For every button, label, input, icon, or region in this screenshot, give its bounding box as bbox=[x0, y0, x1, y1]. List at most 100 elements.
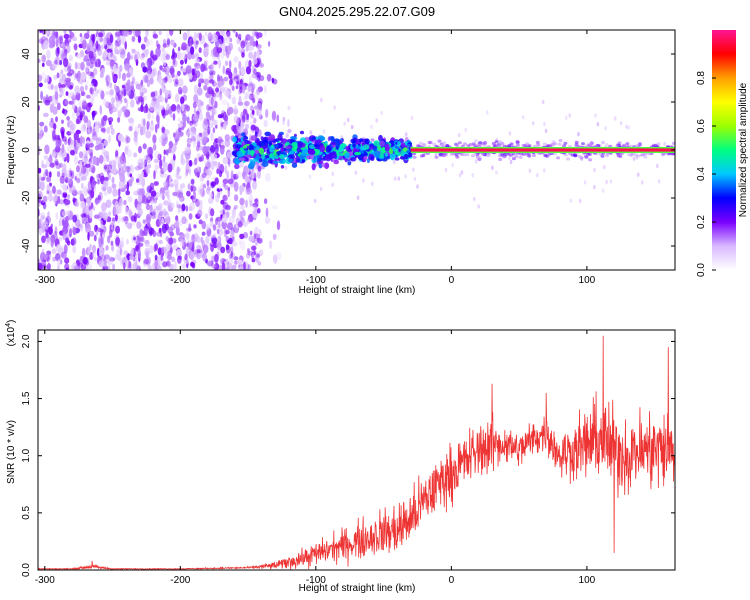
spectrogram-noise-cell bbox=[38, 175, 43, 180]
spectrogram-onset-cell bbox=[264, 131, 272, 137]
spectrogram-noise-cell bbox=[287, 119, 290, 128]
spectrogram-noise-cell bbox=[159, 159, 163, 170]
spectrogram-noise-cell bbox=[166, 38, 170, 46]
spectrogram-noise-cell bbox=[231, 85, 235, 91]
spectrogram-noise-cell bbox=[41, 164, 48, 169]
spectrogram-noise-cell bbox=[227, 178, 234, 185]
spectrogram-noise-cell bbox=[229, 78, 233, 86]
spectrogram-noise-cell bbox=[177, 86, 183, 95]
spectrogram-noise-cell bbox=[152, 230, 157, 238]
spectrogram-noise-cell bbox=[271, 77, 275, 84]
spectrogram-noise-cell bbox=[239, 185, 245, 193]
spectrogram-sparse-cell bbox=[434, 152, 438, 157]
spectrogram-noise-cell bbox=[238, 46, 242, 53]
spectrogram-noise-cell bbox=[234, 104, 238, 110]
spectrogram-sparse-cell bbox=[464, 127, 468, 132]
spectrogram-noise-cell bbox=[46, 30, 50, 37]
spectrogram-noise-cell bbox=[80, 200, 86, 210]
spectrogram-noise-cell bbox=[138, 193, 143, 203]
spectrogram-noise-cell bbox=[87, 102, 93, 108]
spectrogram-noise-cell bbox=[265, 108, 269, 118]
spectrogram-noise-cell bbox=[215, 216, 222, 222]
spectrogram-sparse-cell bbox=[594, 113, 597, 118]
spectrogram-halo-cell bbox=[661, 153, 665, 157]
spectrogram-onset-cell bbox=[273, 160, 279, 164]
spectrogram-noise-cell bbox=[188, 223, 192, 232]
spectrogram-noise-cell bbox=[119, 247, 123, 256]
spectrogram-noise-cell bbox=[167, 198, 171, 206]
spectrogram-noise-cell bbox=[201, 172, 207, 179]
spectrogram-noise-cell bbox=[40, 90, 43, 101]
spectrogram-noise-cell bbox=[156, 218, 160, 228]
spectrogram-noise-cell bbox=[152, 143, 157, 151]
spectrogram-noise-cell bbox=[127, 169, 131, 174]
spectrogram-noise-cell bbox=[46, 263, 51, 270]
spectrogram-noise-cell bbox=[248, 59, 252, 68]
spectrogram-noise-cell bbox=[111, 97, 116, 104]
spectrogram-noise-cell bbox=[64, 38, 69, 47]
spectrogram-noise-cell bbox=[162, 43, 167, 48]
spectrogram-noise-cell bbox=[156, 231, 162, 237]
spectrogram-noise-cell bbox=[221, 262, 226, 270]
spectrogram-noise-cell bbox=[43, 125, 48, 133]
spectrogram-noise-cell bbox=[192, 101, 197, 109]
spectrogram-noise-cell bbox=[211, 237, 218, 244]
spectrogram-noise-cell bbox=[124, 223, 128, 228]
spectrogram-noise-cell bbox=[126, 51, 131, 62]
spectrogram-halo-cell bbox=[513, 154, 518, 158]
spectrogram-noise-cell bbox=[248, 235, 254, 242]
spectrogram-noise-cell bbox=[150, 198, 154, 205]
spectrogram-noise-cell bbox=[123, 262, 126, 270]
spectrogram-noise-cell bbox=[52, 256, 57, 262]
spectrogram-noise-cell bbox=[105, 91, 110, 96]
colorbar-tick-label: 0.2 bbox=[696, 215, 707, 229]
spectrogram-noise-cell bbox=[68, 228, 73, 238]
spectrogram-noise-cell bbox=[163, 129, 170, 136]
spectrogram-noise-cell bbox=[163, 185, 169, 191]
spectrogram-noise-cell bbox=[109, 221, 116, 226]
spectrogram-noise-cell bbox=[210, 181, 216, 187]
spectrogram-noise-cell bbox=[195, 40, 199, 45]
spectrogram-noise-cell bbox=[125, 190, 130, 196]
x-tick-label: -300 bbox=[35, 275, 55, 286]
spectrogram-noise-cell bbox=[236, 121, 239, 132]
spectrogram-noise-cell bbox=[233, 173, 239, 180]
spectrogram-noise-cell bbox=[53, 75, 58, 80]
spectrogram-onset-cell bbox=[279, 154, 285, 160]
spectrogram-noise-cell bbox=[154, 164, 159, 171]
spectrogram-noise-cell bbox=[207, 126, 211, 135]
spectrogram-noise-cell bbox=[161, 223, 167, 234]
spectrogram-noise-cell bbox=[253, 117, 257, 124]
spectrogram-noise-cell bbox=[92, 33, 96, 44]
spectrogram-noise-cell bbox=[49, 162, 55, 168]
spectrogram-noise-cell bbox=[63, 244, 68, 254]
spectrogram-noise-cell bbox=[45, 237, 50, 245]
spectrogram-halo-cell bbox=[547, 144, 552, 148]
spectrogram-noise-cell bbox=[133, 130, 138, 138]
spectrogram-sparse-cell bbox=[531, 121, 535, 126]
spectrogram-noise-cell bbox=[142, 143, 147, 150]
spectrogram-noise-cell bbox=[125, 259, 129, 269]
spectrogram-noise-cell bbox=[185, 232, 190, 240]
spectrogram-noise-cell bbox=[171, 256, 176, 263]
spectrogram-onset-cell bbox=[331, 137, 335, 143]
spectrogram-onset-cell bbox=[388, 148, 394, 155]
spectrogram-noise-cell bbox=[41, 30, 47, 35]
spectrogram-noise-cell bbox=[205, 235, 210, 245]
spectrogram-sparse-cell bbox=[404, 132, 408, 137]
spectrogram-halo-cell bbox=[566, 157, 571, 161]
spectrogram-noise-cell bbox=[137, 248, 141, 259]
spectrogram-halo-cell bbox=[604, 143, 609, 147]
spectrogram-halo-cell bbox=[498, 140, 503, 144]
spectrogram-noise-cell bbox=[225, 244, 230, 251]
spectrogram-halo-cell bbox=[518, 155, 523, 159]
spectrogram-onset-cell bbox=[364, 138, 370, 145]
spectrogram-noise-cell bbox=[137, 35, 142, 44]
spectrogram-noise-cell bbox=[194, 157, 198, 166]
spectrogram-noise-cell bbox=[173, 154, 176, 161]
spectrogram-noise-cell bbox=[162, 208, 167, 218]
spectrogram-noise-cell bbox=[233, 56, 239, 63]
spectrogram-noise-cell bbox=[82, 124, 85, 129]
spectrogram-noise-cell bbox=[99, 72, 104, 79]
spectrogram-noise-cell bbox=[228, 259, 234, 265]
